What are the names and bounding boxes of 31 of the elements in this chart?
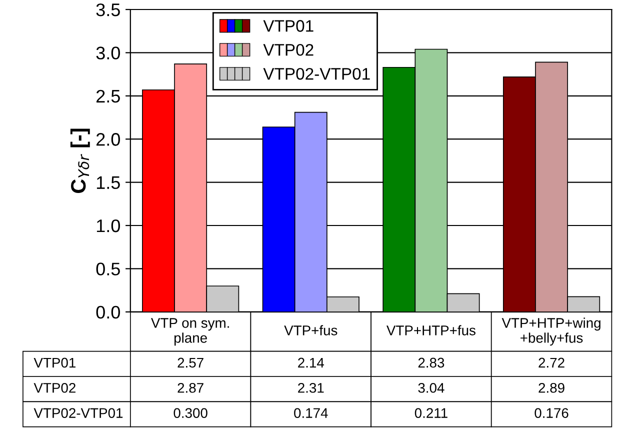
data-label: 2.87 — [178, 382, 204, 393]
data-label: 2.31 — [298, 382, 324, 393]
data-label: 0.176 — [534, 408, 568, 418]
data-label: 2.72 — [538, 358, 564, 368]
y-tick-label: 1.5 — [96, 176, 120, 190]
data-label: 2.83 — [418, 358, 444, 368]
y-tick-label: 1.0 — [96, 219, 120, 232]
y-tick-label: 0.5 — [96, 262, 120, 276]
data-label: 2.57 — [178, 358, 204, 368]
x-tick-label: VTP+fus — [284, 325, 338, 336]
data-label: 2.14 — [298, 358, 324, 368]
y-tick-label: 3.0 — [96, 46, 120, 60]
data-label: 3.04 — [418, 382, 444, 393]
y-tick-label: 0.0 — [96, 306, 120, 319]
x-tick-label: VTP+HTP+wing +belly+fus — [502, 318, 600, 346]
text: VTP01 — [34, 358, 76, 368]
y-axis-title: C$_{Yδr}$ [-] — [70, 128, 90, 193]
data-label: 0.174 — [294, 408, 328, 418]
data-label: 0.211 — [414, 408, 448, 418]
x-tick-label: VTP on sym. plane — [151, 318, 229, 346]
legend-label: VTP02-VTP01 — [263, 68, 370, 80]
data-label: 2.89 — [538, 382, 564, 393]
y-tick-label: 2.0 — [96, 133, 120, 146]
y-tick-label: 2.5 — [96, 90, 120, 103]
legend-label: VTP02 — [263, 44, 314, 56]
text: VTP02 — [34, 382, 76, 393]
x-tick-label: VTP+HTP+fus — [386, 325, 476, 336]
data-label: 0.300 — [174, 408, 208, 418]
y-tick-label: 3.5 — [96, 3, 120, 16]
text: VTP02-VTP01 — [34, 408, 123, 418]
legend-label: VTP01 — [263, 20, 314, 32]
